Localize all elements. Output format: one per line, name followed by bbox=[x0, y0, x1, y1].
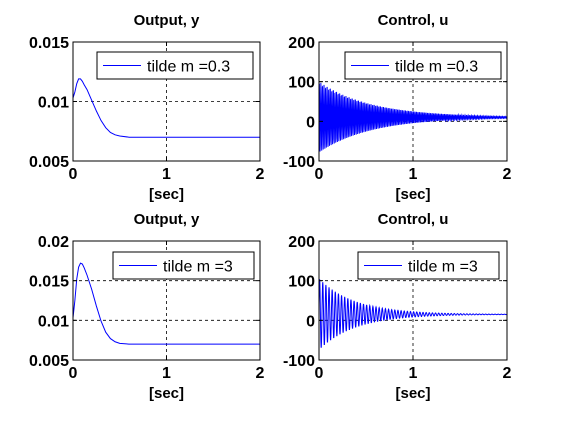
subplot-title: Control, u bbox=[378, 211, 449, 228]
legend-label: tilde m =3 bbox=[408, 259, 478, 276]
subplot-title: Output, y bbox=[134, 12, 200, 29]
x-tick-label: 2 bbox=[256, 166, 265, 183]
x-axis-label: [sec] bbox=[149, 385, 184, 402]
y-tick-label: 0.01 bbox=[38, 313, 69, 330]
y-tick-label: 0.015 bbox=[29, 35, 69, 52]
y-tick-label: 0.02 bbox=[38, 234, 69, 251]
y-tick-label: 100 bbox=[288, 75, 315, 92]
series-line bbox=[318, 82, 508, 152]
legend: tilde m =0.3 bbox=[96, 51, 254, 80]
y-tick-label: 100 bbox=[288, 274, 315, 291]
x-tick-label: 0 bbox=[315, 365, 324, 382]
x-tick-label: 0 bbox=[69, 365, 78, 382]
x-tick-label: 2 bbox=[256, 365, 265, 382]
x-axis-label: [sec] bbox=[395, 385, 430, 402]
y-tick-label: 0.01 bbox=[38, 95, 69, 112]
y-tick-label: -100 bbox=[283, 353, 315, 370]
x-axis-label: [sec] bbox=[149, 186, 184, 203]
legend-label: tilde m =0.3 bbox=[147, 59, 230, 76]
subplot-title: Control, u bbox=[378, 12, 449, 29]
y-tick-label: 0 bbox=[306, 313, 315, 330]
series-line bbox=[72, 78, 260, 138]
legend: tilde m =3 bbox=[357, 251, 500, 280]
legend: tilde m =0.3 bbox=[344, 51, 502, 80]
y-tick-label: 200 bbox=[288, 35, 315, 52]
y-tick-label: 0.015 bbox=[29, 274, 69, 291]
x-tick-label: 0 bbox=[315, 166, 324, 183]
y-tick-label: 0.005 bbox=[29, 353, 69, 370]
y-tick-label: -100 bbox=[283, 154, 315, 171]
x-tick-label: 1 bbox=[162, 365, 171, 382]
x-tick-label: 1 bbox=[409, 365, 418, 382]
subplot-title: Output, y bbox=[134, 211, 200, 228]
x-tick-label: 2 bbox=[503, 166, 512, 183]
y-tick-label: 0 bbox=[306, 114, 315, 131]
x-tick-label: 1 bbox=[409, 166, 418, 183]
x-tick-label: 2 bbox=[503, 365, 512, 382]
legend: tilde m =3 bbox=[112, 251, 255, 280]
x-tick-label: 0 bbox=[69, 166, 78, 183]
series-line bbox=[72, 262, 260, 345]
x-tick-label: 1 bbox=[162, 166, 171, 183]
legend-box bbox=[96, 51, 254, 80]
subplot-3: 0 1 2 0.005 0.01 0.015 0.02 Output, y [sec] tilde… bbox=[29, 211, 265, 402]
y-tick-label: 200 bbox=[288, 234, 315, 251]
legend-label: tilde m =3 bbox=[163, 259, 233, 276]
y-tick-label: 0.005 bbox=[29, 154, 69, 171]
series-line bbox=[318, 279, 508, 348]
legend-label: tilde m =0.3 bbox=[395, 59, 478, 76]
x-axis-label: [sec] bbox=[395, 186, 430, 203]
subplot-1: 0 1 2 0.005 0.01 0.015 Output, y [sec] tilde m =… bbox=[29, 12, 265, 203]
